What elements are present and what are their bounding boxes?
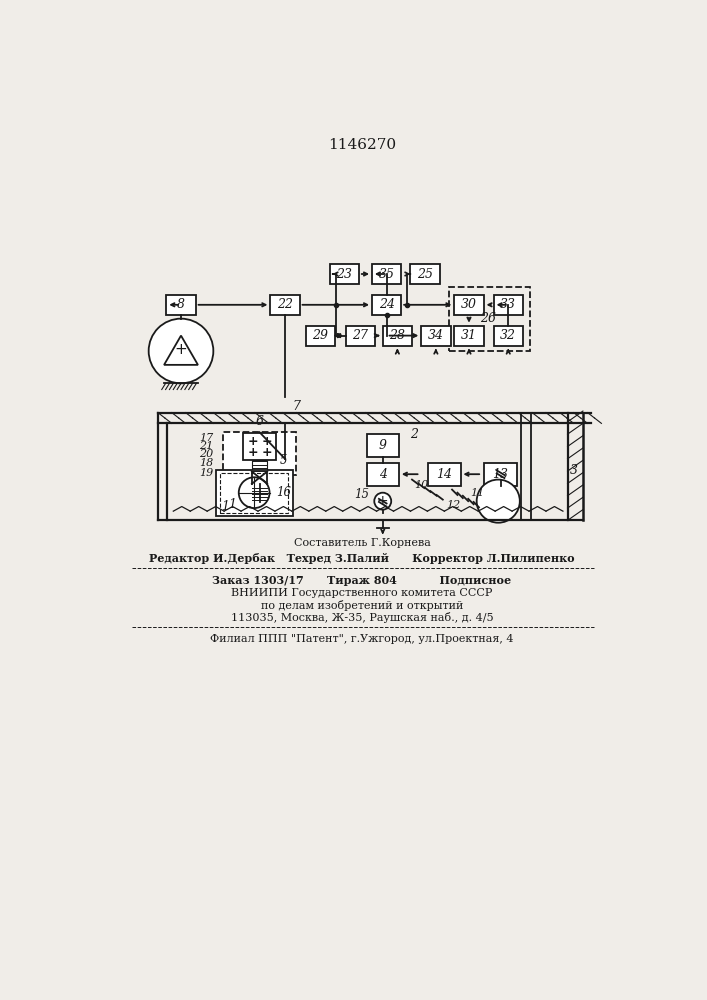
Text: 9: 9: [379, 439, 387, 452]
Bar: [252, 485, 267, 502]
Bar: [166, 295, 196, 315]
Text: 4: 4: [379, 468, 387, 481]
Text: 26: 26: [480, 312, 496, 325]
Text: 17: 17: [199, 433, 214, 443]
Bar: [346, 326, 375, 346]
Text: Филиал ППП "Патент", г.Ужгород, ул.Проектная, 4: Филиал ППП "Патент", г.Ужгород, ул.Проек…: [210, 634, 514, 644]
Circle shape: [477, 480, 520, 523]
Text: 22: 22: [277, 298, 293, 311]
Bar: [421, 326, 450, 346]
Text: 27: 27: [352, 329, 368, 342]
Text: 32: 32: [501, 329, 516, 342]
Text: 16: 16: [276, 486, 291, 499]
Text: 15: 15: [354, 488, 369, 501]
Text: 14: 14: [436, 468, 452, 481]
Bar: [216, 470, 293, 516]
Text: +: +: [248, 435, 259, 448]
Bar: [411, 264, 440, 284]
Text: 21: 21: [199, 441, 214, 451]
Text: 5: 5: [279, 454, 287, 467]
Bar: [305, 326, 335, 346]
Text: 33: 33: [501, 298, 516, 311]
Text: ВНИИПИ Государственного комитета СССР: ВНИИПИ Государственного комитета СССР: [231, 588, 493, 598]
Bar: [449, 287, 530, 351]
Text: 11: 11: [471, 488, 485, 498]
Text: 3: 3: [570, 464, 578, 477]
Text: 19: 19: [199, 468, 214, 478]
Circle shape: [148, 319, 214, 383]
Text: +: +: [248, 446, 259, 459]
Text: 20: 20: [199, 449, 214, 459]
Text: 1: 1: [228, 498, 237, 512]
Bar: [382, 326, 412, 346]
Polygon shape: [164, 336, 198, 365]
Bar: [372, 295, 402, 315]
Bar: [493, 295, 523, 315]
Bar: [252, 460, 267, 472]
Text: по делам изобретений и открытий: по делам изобретений и открытий: [261, 600, 463, 611]
Text: 29: 29: [312, 329, 328, 342]
Text: +: +: [261, 435, 271, 448]
Text: 30: 30: [461, 298, 477, 311]
Circle shape: [374, 493, 391, 510]
Text: 2: 2: [409, 428, 418, 441]
Bar: [428, 463, 460, 486]
Text: 23: 23: [337, 267, 352, 280]
Text: 8: 8: [177, 298, 185, 311]
Bar: [366, 434, 399, 457]
Text: 13: 13: [493, 468, 508, 481]
Bar: [270, 295, 300, 315]
Text: 34: 34: [428, 329, 444, 342]
Text: 25: 25: [417, 267, 433, 280]
Text: 24: 24: [378, 298, 395, 311]
Text: 113035, Москва, Ж-35, Раушская наб., д. 4/5: 113035, Москва, Ж-35, Раушская наб., д. …: [230, 612, 493, 623]
Text: 28: 28: [390, 329, 405, 342]
Bar: [455, 295, 484, 315]
Bar: [493, 326, 523, 346]
Bar: [329, 264, 359, 284]
Text: 18: 18: [199, 458, 214, 468]
Circle shape: [239, 477, 269, 508]
Text: Редактор И.Дербак   Техред З.Палий      Корректор Л.Пилипенко: Редактор И.Дербак Техред З.Палий Коррект…: [149, 553, 575, 564]
Text: 35: 35: [378, 267, 395, 280]
Text: +: +: [261, 446, 271, 459]
Bar: [372, 264, 402, 284]
Text: 7: 7: [293, 400, 300, 413]
Bar: [366, 463, 399, 486]
Text: 10: 10: [414, 480, 428, 490]
Text: Составитель Г.Корнева: Составитель Г.Корнева: [293, 538, 431, 548]
Text: +: +: [377, 494, 389, 508]
Bar: [223, 432, 296, 475]
Text: +: +: [175, 342, 187, 357]
Text: 31: 31: [461, 329, 477, 342]
Bar: [221, 473, 288, 513]
Bar: [455, 326, 484, 346]
Text: 1146270: 1146270: [328, 138, 396, 152]
Text: 6: 6: [256, 415, 264, 428]
Bar: [243, 433, 276, 460]
Bar: [484, 463, 517, 486]
Text: Заказ 1303/17      Тираж 804           Подписное: Заказ 1303/17 Тираж 804 Подписное: [212, 575, 512, 586]
Text: 1: 1: [221, 500, 229, 513]
Text: 12: 12: [446, 500, 460, 510]
